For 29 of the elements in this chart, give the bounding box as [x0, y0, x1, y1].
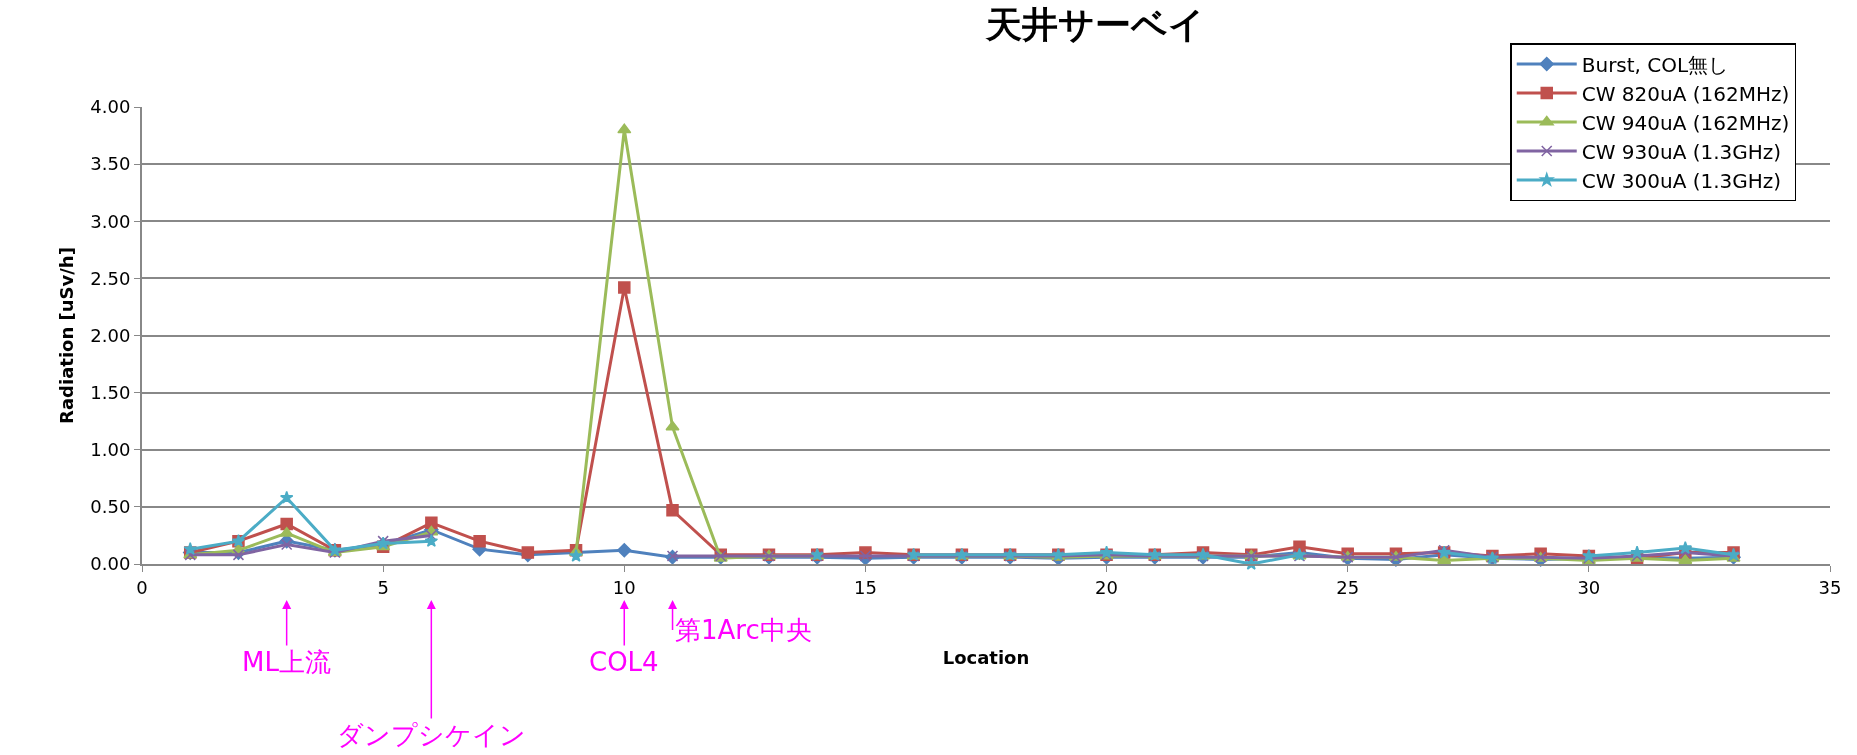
- y-tick-label: 1.00: [90, 439, 131, 461]
- y-tick-label: 0.50: [90, 496, 131, 518]
- legend-label: Burst, COL無し: [1581, 52, 1729, 77]
- x-tick-label: 25: [1336, 576, 1360, 598]
- x-tick-label: 10: [612, 576, 636, 598]
- x-tick-label: 0: [136, 576, 148, 598]
- legend-label: CW 930uA (1.3GHz): [1581, 139, 1782, 164]
- x-tick-label: 30: [1577, 576, 1601, 598]
- text: COL4: [589, 647, 659, 677]
- legend-label: CW 300uA (1.3GHz): [1581, 168, 1782, 193]
- y-tick-label: 3.50: [90, 153, 131, 175]
- y-tick-label: 0.00: [90, 553, 131, 575]
- x-tick-label: 15: [853, 576, 877, 598]
- y-tick-label: 1.50: [90, 381, 131, 403]
- text: ダンプシケイン: [337, 720, 526, 750]
- x-axis-title: Location: [942, 647, 1030, 669]
- y-tick-label: 4.00: [90, 96, 131, 118]
- y-tick-label: 2.00: [90, 324, 131, 346]
- x-tick-label: 5: [377, 576, 389, 598]
- x-tick-label: 20: [1095, 576, 1119, 598]
- legend-label: CW 940uA (162MHz): [1581, 110, 1790, 135]
- text: 第1Arc中央: [675, 615, 812, 645]
- chart-title: 天井サーベイ: [985, 3, 1206, 45]
- x-tick-label: 35: [1818, 576, 1842, 598]
- y-axis-title: Radiation [uSv/h]: [56, 247, 78, 424]
- y-tick-label: 2.50: [90, 267, 131, 289]
- legend-label: CW 820uA (162MHz): [1581, 81, 1790, 106]
- text: ML上流: [242, 647, 331, 677]
- y-tick-label: 3.00: [90, 210, 131, 232]
